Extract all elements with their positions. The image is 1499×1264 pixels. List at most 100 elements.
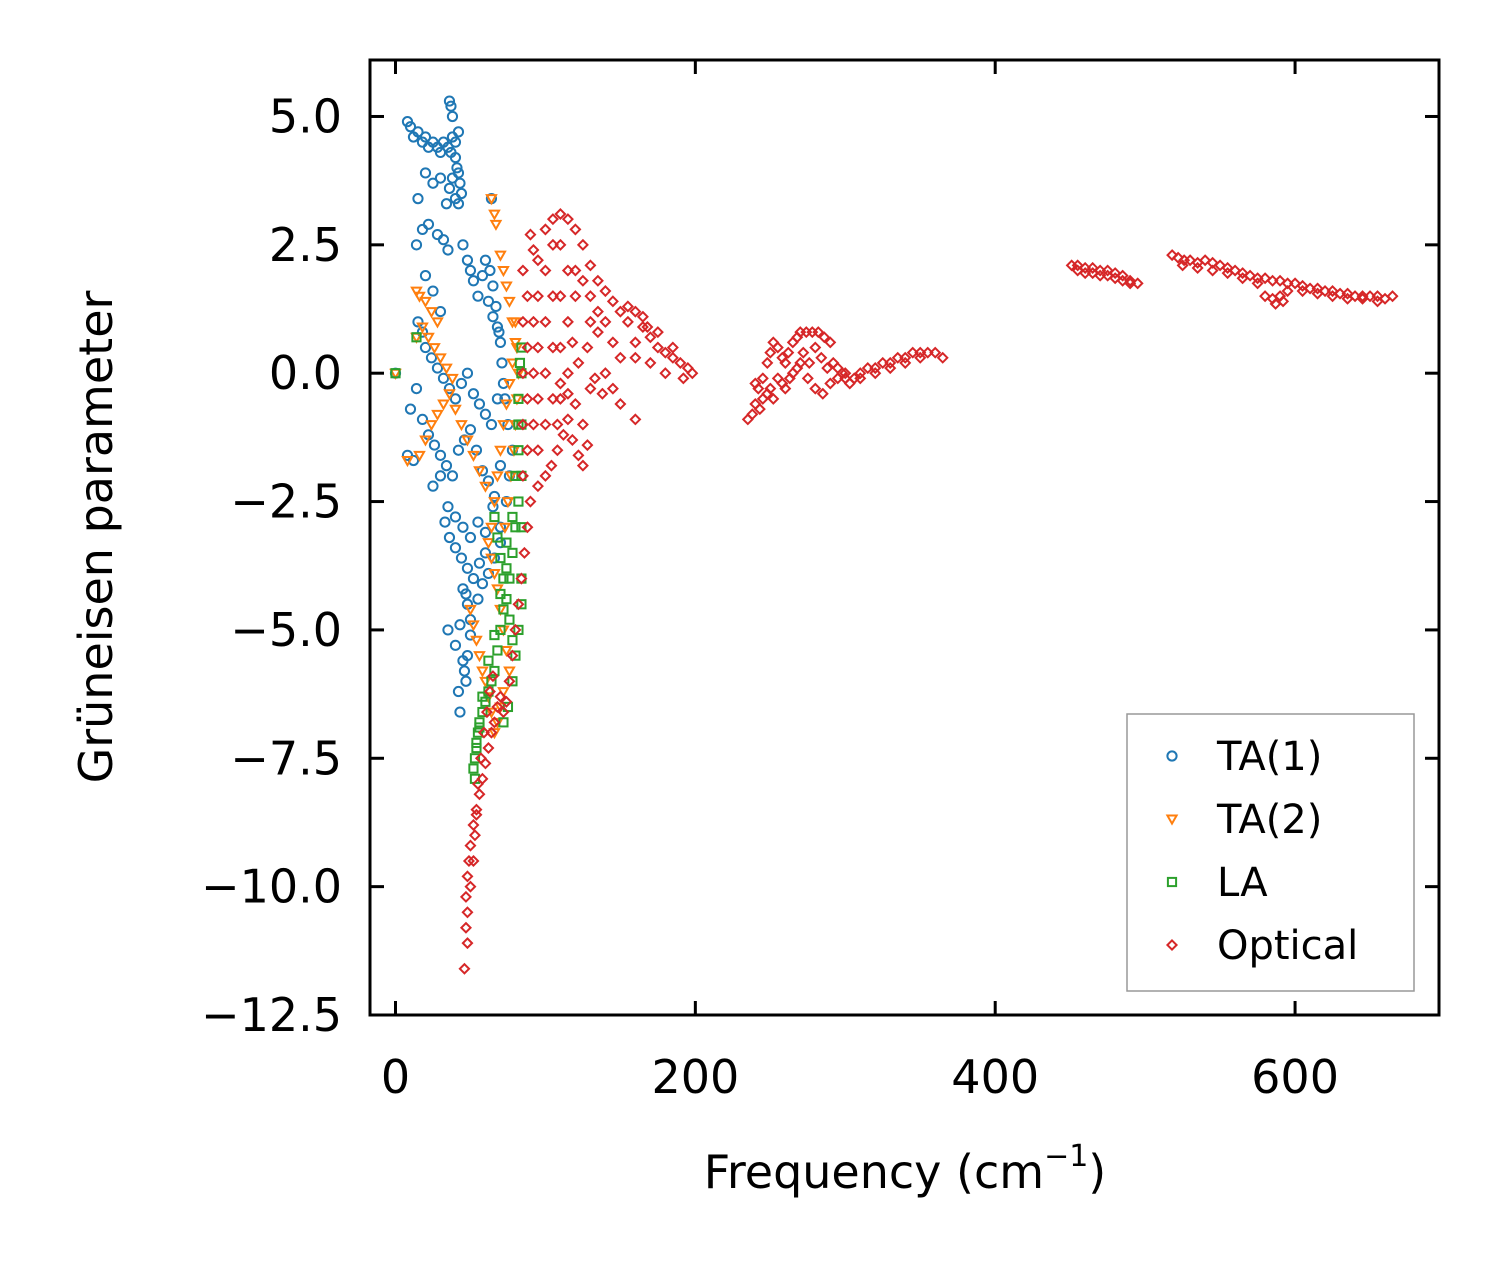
legend-marker — [1165, 938, 1179, 952]
data-point — [482, 295, 495, 307]
data-point — [516, 418, 529, 431]
data-point — [797, 346, 810, 359]
data-point — [576, 238, 589, 251]
data-point — [477, 726, 490, 739]
data-point — [472, 290, 484, 302]
data-point — [929, 346, 942, 359]
data-point — [464, 839, 477, 852]
data-point — [467, 450, 480, 462]
data-point — [486, 670, 499, 683]
data-point — [629, 305, 642, 318]
data-point — [458, 962, 471, 975]
data-point — [473, 651, 486, 663]
data-point — [539, 223, 552, 236]
data-point — [404, 121, 417, 133]
data-point — [572, 356, 585, 369]
data-point — [824, 336, 837, 349]
data-point — [434, 305, 447, 318]
data-point — [621, 315, 634, 328]
data-point — [427, 177, 439, 189]
data-point — [428, 439, 441, 451]
y-tick-label: −5.0 — [230, 603, 342, 657]
data-point — [899, 356, 912, 369]
data-point — [437, 399, 450, 411]
data-point — [416, 326, 429, 338]
data-point — [439, 516, 451, 528]
data-point — [472, 593, 484, 605]
data-point — [442, 624, 454, 636]
data-point — [470, 803, 483, 816]
data-point — [515, 572, 528, 585]
data-point — [551, 418, 564, 431]
data-point — [464, 880, 477, 893]
data-point — [442, 501, 454, 513]
data-point — [500, 399, 513, 411]
data-point — [521, 290, 534, 303]
data-point — [566, 336, 579, 349]
data-point — [513, 624, 524, 636]
data-point — [1071, 259, 1084, 272]
data-point — [899, 351, 912, 364]
data-point — [791, 362, 804, 375]
data-point — [488, 209, 501, 221]
x-axis: 0 200 400 600 — [381, 60, 1339, 1104]
data-point — [524, 495, 537, 508]
data-point — [591, 274, 604, 287]
data-point — [476, 578, 489, 590]
data-point — [449, 136, 462, 148]
legend-label: Optical — [1217, 923, 1358, 969]
data-point — [1086, 267, 1099, 280]
data-point — [495, 624, 506, 636]
y-tick-label: 5.0 — [269, 89, 342, 143]
data-point — [491, 700, 504, 713]
data-point — [869, 367, 882, 380]
data-point — [434, 470, 447, 482]
data-point — [443, 95, 456, 107]
data-point — [482, 538, 495, 550]
data-point — [454, 177, 466, 189]
data-point — [469, 753, 481, 764]
data-point — [1341, 292, 1354, 305]
data-point — [457, 521, 469, 533]
data-point — [801, 372, 814, 385]
data-point — [498, 573, 509, 584]
data-point — [554, 238, 567, 251]
data-point — [410, 239, 423, 251]
data-point — [440, 198, 453, 210]
data-point — [425, 420, 438, 432]
data-point — [539, 367, 552, 380]
data-point — [473, 398, 486, 410]
data-point — [779, 356, 792, 369]
data-point — [569, 397, 582, 411]
data-point — [422, 218, 435, 230]
data-point — [527, 315, 540, 328]
data-point — [452, 685, 465, 698]
plot-frame — [368, 58, 1441, 1017]
data-point — [479, 408, 492, 420]
data-point — [561, 213, 574, 226]
data-point — [584, 290, 597, 303]
data-point — [461, 937, 474, 950]
data-point — [554, 208, 567, 221]
data-point — [483, 655, 494, 666]
data-point — [504, 573, 515, 584]
data-point — [821, 362, 834, 375]
data-point — [425, 352, 438, 364]
data-point — [1184, 254, 1197, 267]
data-point — [588, 372, 601, 385]
data-point — [494, 445, 507, 457]
data-point — [449, 542, 462, 554]
data-point — [464, 629, 477, 641]
data-point — [1296, 279, 1309, 292]
data-point — [489, 629, 500, 641]
data-point — [487, 311, 499, 323]
data-point — [531, 444, 544, 457]
data-point — [644, 331, 657, 344]
data-point — [483, 685, 496, 698]
data-point — [1176, 259, 1189, 272]
data-point — [651, 341, 664, 354]
data-point — [488, 568, 501, 581]
data-point — [482, 567, 495, 580]
data-point — [1221, 267, 1234, 280]
data-point — [569, 264, 582, 277]
